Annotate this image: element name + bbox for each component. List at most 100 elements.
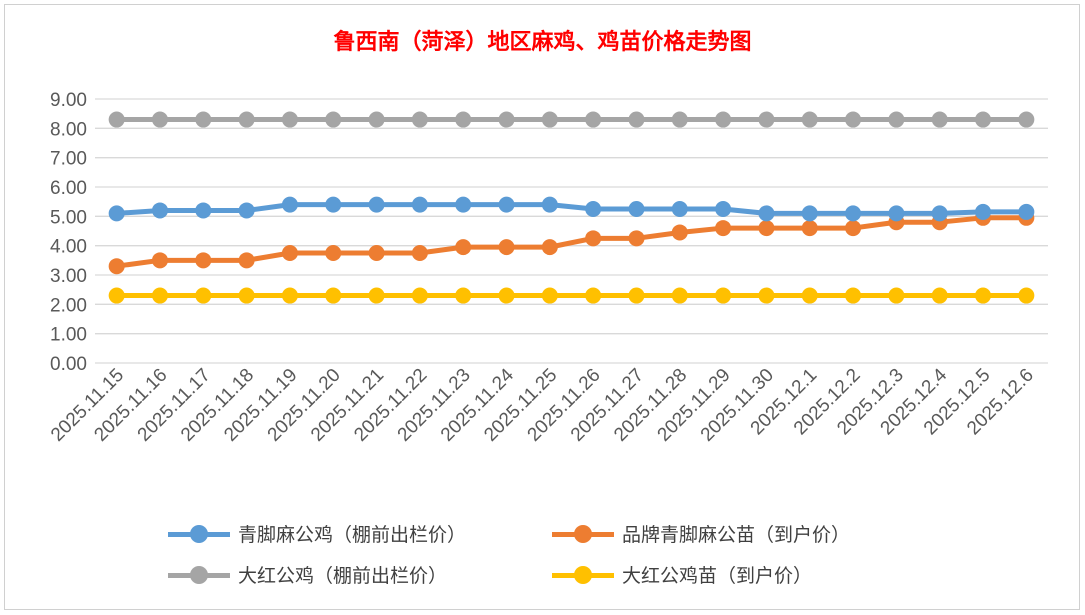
chart-title: 鲁西南（菏泽）地区麻鸡、鸡苗价格走势图	[333, 29, 752, 55]
y-tick-label: 2.00	[50, 295, 87, 316]
data-point	[931, 287, 948, 304]
data-point	[151, 111, 168, 128]
data-point	[151, 202, 168, 219]
data-point	[585, 111, 602, 128]
data-point	[671, 224, 688, 241]
data-point	[801, 287, 818, 304]
series-line-0	[116, 202, 1027, 216]
data-point	[498, 111, 515, 128]
data-point	[758, 287, 775, 304]
series-line-1	[116, 215, 1027, 269]
legend-marker-icon	[168, 524, 230, 544]
data-point	[195, 287, 212, 304]
data-point	[498, 239, 515, 256]
data-point	[195, 202, 212, 219]
data-point	[715, 287, 732, 304]
y-tick-label: 9.00	[50, 90, 87, 111]
data-point	[541, 287, 558, 304]
data-point	[281, 111, 298, 128]
y-tick-label: 4.00	[50, 237, 87, 258]
data-point	[368, 111, 385, 128]
data-point	[455, 111, 472, 128]
data-point	[671, 287, 688, 304]
legend-label: 青脚麻公鸡（棚前出栏价）	[238, 524, 467, 546]
data-point	[758, 205, 775, 222]
data-point	[281, 245, 298, 261]
data-point	[108, 205, 125, 222]
legend-item-1: 品牌青脚麻公苗（到户价）	[552, 520, 850, 547]
data-point	[845, 111, 862, 128]
data-point	[888, 111, 905, 128]
data-point	[238, 111, 255, 128]
y-tick-label: 3.00	[50, 266, 87, 287]
data-point	[281, 287, 298, 304]
data-point	[195, 252, 212, 269]
data-point	[281, 196, 298, 213]
data-point	[801, 111, 818, 128]
data-point	[1018, 287, 1035, 304]
data-point	[931, 111, 948, 128]
data-point	[801, 220, 818, 237]
data-point	[195, 111, 212, 128]
data-point	[975, 203, 992, 220]
data-point	[455, 239, 472, 256]
data-point	[368, 245, 385, 261]
data-point	[845, 287, 862, 304]
legend-item-3: 大红公鸡苗（到户价）	[552, 561, 812, 588]
data-point	[975, 287, 992, 304]
data-point	[108, 258, 125, 275]
data-point	[975, 111, 992, 128]
data-point	[368, 196, 385, 213]
data-point	[541, 196, 558, 213]
data-point	[1018, 111, 1035, 128]
data-point	[585, 201, 602, 217]
y-tick-label: 8.00	[50, 119, 87, 140]
data-point	[411, 287, 428, 304]
data-point	[628, 287, 645, 304]
legend-marker-icon	[552, 565, 614, 585]
data-point	[715, 220, 732, 237]
data-point	[238, 202, 255, 219]
legend-label: 大红公鸡（棚前出栏价）	[238, 565, 448, 587]
data-point	[238, 287, 255, 304]
data-point	[151, 252, 168, 269]
legend-item-0: 青脚麻公鸡（棚前出栏价）	[168, 520, 466, 547]
data-point	[541, 239, 558, 256]
data-point	[801, 205, 818, 222]
data-point	[888, 287, 905, 304]
data-point	[931, 205, 948, 222]
data-point	[715, 201, 732, 217]
legend-item-2: 大红公鸡（棚前出栏价）	[168, 561, 447, 588]
data-point	[541, 111, 558, 128]
data-point	[498, 287, 515, 304]
data-point	[715, 111, 732, 128]
legend-label: 品牌青脚麻公苗（到户价）	[622, 524, 851, 546]
data-point	[368, 287, 385, 304]
y-tick-label: 7.00	[50, 149, 87, 170]
data-point	[455, 287, 472, 304]
data-point	[325, 245, 342, 261]
data-point	[1018, 203, 1035, 220]
y-tick-label: 1.00	[50, 325, 87, 346]
chart-frame	[4, 4, 1080, 610]
data-point	[411, 196, 428, 213]
y-tick-label: 0.00	[50, 354, 87, 375]
data-point	[628, 201, 645, 217]
data-point	[151, 287, 168, 304]
data-point	[845, 220, 862, 237]
data-point	[325, 196, 342, 213]
data-point	[498, 196, 515, 213]
data-point	[628, 111, 645, 128]
data-point	[628, 230, 645, 247]
y-tick-label: 6.00	[50, 178, 87, 199]
data-point	[671, 201, 688, 217]
legend-marker-icon	[552, 524, 614, 544]
data-point	[411, 111, 428, 128]
legend-marker-icon	[168, 565, 230, 585]
data-point	[585, 230, 602, 247]
data-point	[325, 111, 342, 128]
data-point	[411, 245, 428, 261]
data-point	[238, 252, 255, 269]
data-point	[671, 111, 688, 128]
